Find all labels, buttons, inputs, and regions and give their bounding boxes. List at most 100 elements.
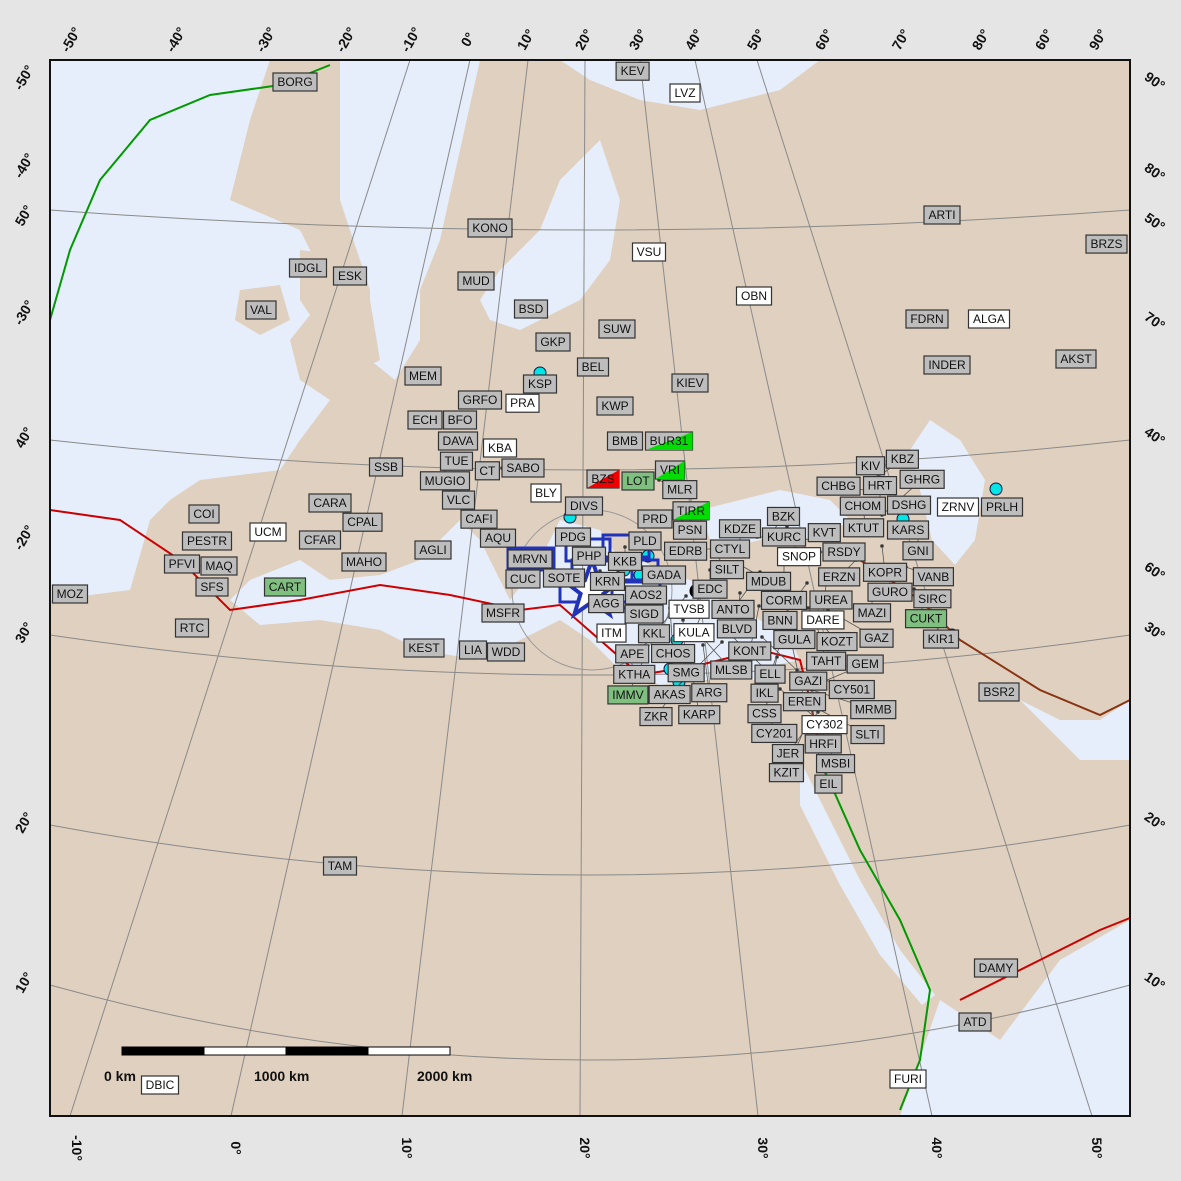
station-label-karp[interactable]: KARP bbox=[678, 705, 721, 725]
station-label-silt[interactable]: SILT bbox=[709, 560, 745, 580]
station-label-cfar[interactable]: CFAR bbox=[298, 530, 342, 550]
station-label-kkb[interactable]: KKB bbox=[607, 551, 643, 572]
station-label-sirc[interactable]: SIRC bbox=[913, 589, 952, 609]
station-label-ktha[interactable]: KTHA bbox=[613, 664, 656, 684]
station-label-grfo[interactable]: GRFO bbox=[457, 390, 503, 410]
station-label-esk[interactable]: ESK bbox=[332, 266, 368, 286]
station-label-gazi[interactable]: GAZI bbox=[789, 671, 828, 691]
station-label-tam[interactable]: TAM bbox=[322, 856, 358, 876]
station-label-kiv[interactable]: KIV bbox=[855, 456, 886, 476]
station-label-kiev[interactable]: KIEV bbox=[671, 373, 709, 393]
station-label-zrnv[interactable]: ZRNV bbox=[936, 497, 980, 517]
station-label-tvsb[interactable]: TVSB bbox=[668, 599, 710, 619]
station-label-kbz[interactable]: KBZ bbox=[885, 449, 919, 469]
station-label-rtc[interactable]: RTC bbox=[174, 618, 210, 638]
station-label-ape[interactable]: APE bbox=[615, 644, 650, 664]
station-label-gem[interactable]: GEM bbox=[846, 654, 884, 674]
station-label-vanb[interactable]: VANB bbox=[912, 567, 955, 587]
station-label-cy302[interactable]: CY302 bbox=[801, 715, 848, 735]
station-label-chbg[interactable]: CHBG bbox=[816, 476, 861, 496]
station-label-mazi[interactable]: MAZI bbox=[852, 603, 892, 623]
station-marker[interactable] bbox=[989, 482, 1003, 496]
station-label-furi[interactable]: FURI bbox=[889, 1069, 927, 1089]
station-label-fdrn[interactable]: FDRN bbox=[905, 309, 949, 329]
station-label-edc[interactable]: EDC bbox=[692, 579, 728, 599]
station-label-kopr[interactable]: KOPR bbox=[862, 562, 908, 582]
station-label-mlr[interactable]: MLR bbox=[662, 480, 698, 500]
station-label-php[interactable]: PHP bbox=[571, 546, 607, 566]
station-label-kono[interactable]: KONO bbox=[467, 218, 513, 238]
station-label-urea[interactable]: UREA bbox=[809, 590, 853, 610]
station-label-vri[interactable]: VRI bbox=[654, 460, 686, 480]
station-label-cpal[interactable]: CPAL bbox=[342, 512, 383, 532]
station-label-bzk[interactable]: BZK bbox=[766, 506, 801, 527]
station-label-prlh[interactable]: PRLH bbox=[980, 497, 1024, 517]
station-label-bsr2[interactable]: BSR2 bbox=[978, 682, 1020, 702]
station-label-ct[interactable]: CT bbox=[474, 461, 500, 481]
station-label-bnn[interactable]: BNN bbox=[762, 610, 798, 631]
station-label-mrvn[interactable]: MRVN bbox=[507, 549, 553, 569]
station-label-kwp[interactable]: KWP bbox=[596, 396, 634, 416]
station-label-ech[interactable]: ECH bbox=[407, 410, 443, 430]
station-label-msbi[interactable]: MSBI bbox=[815, 754, 856, 774]
station-label-idgl[interactable]: IDGL bbox=[288, 258, 328, 278]
station-label-lvz[interactable]: LVZ bbox=[669, 83, 701, 103]
station-label-vlc[interactable]: VLC bbox=[441, 490, 476, 510]
station-label-ikl[interactable]: IKL bbox=[750, 683, 779, 703]
station-label-damy[interactable]: DAMY bbox=[973, 958, 1019, 978]
station-label-kkl[interactable]: KKL bbox=[637, 624, 671, 644]
station-label-cara[interactable]: CARA bbox=[308, 493, 352, 513]
station-label-akst[interactable]: AKST bbox=[1055, 349, 1097, 369]
station-label-kzit[interactable]: KZIT bbox=[768, 763, 805, 783]
station-label-brzs[interactable]: BRZS bbox=[1085, 234, 1128, 254]
station-label-agg[interactable]: AGG bbox=[588, 593, 625, 614]
station-label-gkp[interactable]: GKP bbox=[535, 332, 571, 352]
station-label-slti[interactable]: SLTI bbox=[850, 724, 885, 745]
station-label-snop[interactable]: SNOP bbox=[776, 547, 822, 567]
station-label-cy201[interactable]: CY201 bbox=[751, 723, 798, 744]
station-label-arg[interactable]: ARG bbox=[691, 683, 728, 703]
station-label-hrt[interactable]: HRT bbox=[862, 476, 898, 496]
station-label-bel[interactable]: BEL bbox=[576, 357, 610, 377]
station-label-krn[interactable]: KRN bbox=[589, 571, 626, 591]
station-label-maq[interactable]: MAQ bbox=[200, 556, 238, 576]
station-label-ctyl[interactable]: CTYL bbox=[709, 539, 751, 559]
station-label-arti[interactable]: ARTI bbox=[923, 205, 961, 225]
station-label-val[interactable]: VAL bbox=[245, 300, 277, 320]
station-label-kvt[interactable]: KVT bbox=[807, 523, 841, 543]
station-label-smg[interactable]: SMG bbox=[667, 663, 705, 683]
station-label-ktut[interactable]: KTUT bbox=[842, 518, 885, 538]
station-label-chom[interactable]: CHOM bbox=[839, 496, 886, 516]
station-label-chos[interactable]: CHOS bbox=[650, 643, 696, 664]
station-label-msfr[interactable]: MSFR bbox=[481, 603, 525, 623]
station-label-mlsb[interactable]: MLSB bbox=[710, 660, 753, 680]
station-label-pestr[interactable]: PESTR bbox=[181, 531, 233, 551]
station-label-aqu[interactable]: AQU bbox=[479, 528, 517, 548]
station-label-guro[interactable]: GURO bbox=[867, 582, 913, 602]
station-label-kars[interactable]: KARS bbox=[886, 520, 930, 540]
station-label-ksp[interactable]: KSP bbox=[522, 374, 558, 394]
station-label-itm[interactable]: ITM bbox=[596, 623, 627, 643]
station-label-tirr[interactable]: TIRR bbox=[672, 501, 710, 521]
station-label-sigd[interactable]: SIGD bbox=[624, 604, 664, 624]
station-label-kula[interactable]: KULA bbox=[673, 623, 715, 643]
station-label-lia[interactable]: LIA bbox=[458, 640, 488, 660]
station-label-kdze[interactable]: KDZE bbox=[718, 519, 762, 539]
station-label-edrb[interactable]: EDRB bbox=[663, 541, 708, 561]
station-label-kba[interactable]: KBA bbox=[482, 438, 518, 458]
station-label-kev[interactable]: KEV bbox=[615, 61, 650, 81]
station-label-kurc[interactable]: KURC bbox=[761, 527, 807, 547]
station-label-dbic[interactable]: DBIC bbox=[140, 1075, 180, 1095]
station-label-bzs[interactable]: BZS bbox=[586, 469, 620, 489]
station-label-mdub[interactable]: MDUB bbox=[745, 571, 792, 591]
station-label-ucm[interactable]: UCM bbox=[249, 522, 287, 542]
station-label-akas[interactable]: AKAS bbox=[648, 684, 691, 705]
station-label-rsdy[interactable]: RSDY bbox=[822, 542, 866, 562]
station-label-tue[interactable]: TUE bbox=[439, 451, 474, 471]
station-label-dare[interactable]: DARE bbox=[801, 610, 845, 630]
station-label-cy501[interactable]: CY501 bbox=[828, 679, 875, 700]
station-label-immv[interactable]: IMMV bbox=[607, 685, 649, 705]
station-label-bmb[interactable]: BMB bbox=[606, 431, 644, 451]
station-label-ell[interactable]: ELL bbox=[754, 664, 786, 684]
station-label-agli[interactable]: AGLI bbox=[414, 540, 452, 560]
